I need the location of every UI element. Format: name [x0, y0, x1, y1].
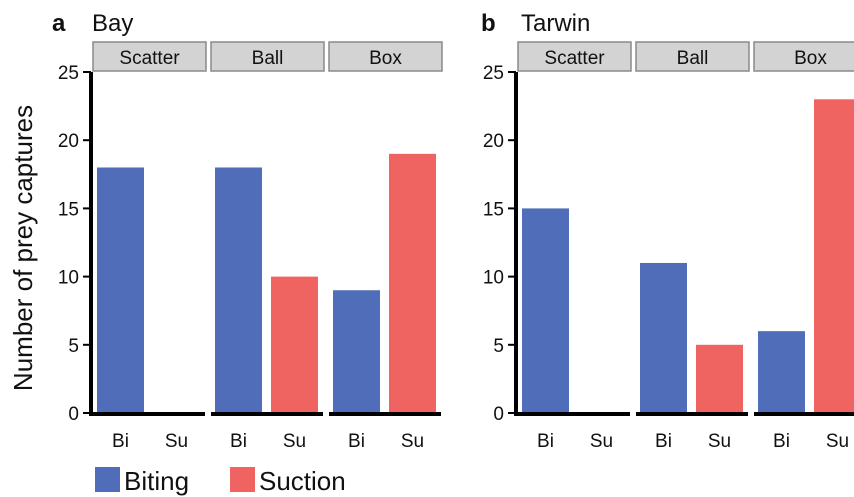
x-tick-label-b-0-1: Su [590, 431, 613, 452]
panel-b-title: Tarwin [521, 10, 590, 37]
y-tick-label-a-0: 0 [68, 404, 79, 425]
legend-suction-swatch [230, 467, 255, 492]
bar-a-2-0 [333, 290, 380, 413]
y-tick-label-b-5: 25 [483, 63, 504, 84]
bar-b-0-0 [522, 208, 569, 413]
y-tick-label-a-3: 15 [58, 199, 79, 220]
bar-b-2-1 [814, 99, 854, 413]
facet-strip-a-0 [92, 41, 207, 72]
y-tick-label-a-4: 20 [58, 131, 79, 152]
facet-strip-b-2 [753, 41, 854, 72]
x-tick-label-a-1-1: Su [283, 431, 306, 452]
facet-label-b-1: Ball [677, 48, 709, 69]
bar-b-1-0 [640, 262, 687, 413]
x-tick-label-a-0-1: Su [165, 431, 188, 452]
x-tick-label-b-0-0: Bi [537, 431, 554, 452]
facet-label-b-0: Scatter [544, 48, 605, 69]
bar-a-2-1 [389, 153, 436, 413]
panel-b-letter: b [481, 10, 496, 37]
x-tick-label-b-1-0: Bi [655, 431, 672, 452]
facet-label-b-2: Box [794, 48, 827, 69]
x-tick-label-b-2-0: Bi [773, 431, 790, 452]
panel-a-title: Bay [92, 10, 133, 37]
y-tick-label-b-2: 10 [483, 268, 504, 289]
y-tick-label-b-4: 20 [483, 131, 504, 152]
y-tick-label-a-1: 5 [68, 336, 79, 357]
bar-a-0-0 [97, 167, 144, 413]
facet-label-a-0: Scatter [119, 48, 180, 69]
legend-biting-swatch [95, 467, 120, 492]
facet-strip-a-2 [328, 41, 443, 72]
facet-strip-a-1 [210, 41, 325, 72]
x-tick-label-b-2-1: Su [826, 431, 849, 452]
y-tick-label-b-3: 15 [483, 199, 504, 220]
x-tick-label-a-2-1: Su [401, 431, 424, 452]
panel-a-letter: a [52, 10, 66, 37]
y-tick-label-b-0: 0 [493, 404, 504, 425]
x-tick-label-b-1-1: Su [708, 431, 731, 452]
x-tick-label-a-1-0: Bi [230, 431, 247, 452]
facet-strip-b-1 [635, 41, 750, 72]
facet-label-a-2: Box [369, 48, 402, 69]
x-tick-label-a-2-0: Bi [348, 431, 365, 452]
x-tick-label-a-0-0: Bi [112, 431, 129, 452]
facet-label-a-1: Ball [252, 48, 284, 69]
y-axis-label: Number of prey captures [8, 105, 38, 391]
facet-strip-b-0 [517, 41, 632, 72]
bar-a-1-1 [271, 276, 318, 413]
y-tick-label-a-5: 25 [58, 63, 79, 84]
y-tick-label-b-1: 5 [493, 336, 504, 357]
bar-b-2-0 [758, 331, 805, 413]
y-tick-label-a-2: 10 [58, 268, 79, 289]
bar-b-1-1 [696, 344, 743, 413]
legend-suction-label: Suction [259, 466, 346, 496]
legend-biting-label: Biting [124, 466, 189, 496]
bar-a-1-0 [215, 167, 262, 413]
